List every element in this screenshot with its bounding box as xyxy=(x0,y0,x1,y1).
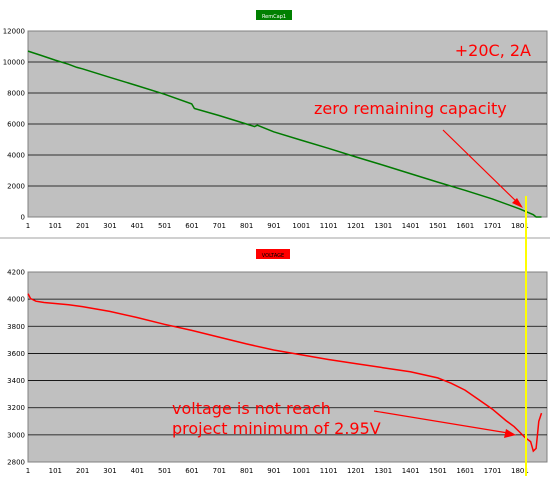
voltage-x-tick-label: 601 xyxy=(185,467,198,475)
capacity-y-ticks: 0 2000 4000 6000 8000 10000 12000 xyxy=(3,28,25,222)
voltage-x-tick-label: 1801 xyxy=(511,467,529,475)
voltage-annotation-line2: project minimum of 2.95V xyxy=(172,419,381,438)
voltage-x-tick-label: 1 xyxy=(26,467,30,475)
capacity-x-tick-label: 301 xyxy=(103,222,116,230)
capacity-x-tick-label: 1201 xyxy=(347,222,365,230)
voltage-x-tick-label: 101 xyxy=(49,467,62,475)
capacity-x-tick-label: 701 xyxy=(213,222,226,230)
capacity-x-tick-label: 1101 xyxy=(320,222,338,230)
voltage-y-ticks: 2800 3000 3200 3400 3600 3800 4000 4200 xyxy=(7,269,25,467)
capacity-x-tick-label: 1801 xyxy=(511,222,529,230)
voltage-x-tick-label: 1101 xyxy=(320,467,338,475)
voltage-x-tick-label: 1401 xyxy=(402,467,420,475)
voltage-gridlines xyxy=(28,298,547,436)
capacity-x-tick-label: 1501 xyxy=(429,222,447,230)
voltage-x-ticks: 1 101 201 301 401 501 601 701 801 901 1001 1101 1201… xyxy=(26,467,529,475)
voltage-x-tick-label: 1601 xyxy=(456,467,474,475)
capacity-y-tick-label: 2000 xyxy=(7,183,25,191)
capacity-x-tick-label: 1001 xyxy=(292,222,310,230)
capacity-x-tick-label: 501 xyxy=(158,222,171,230)
voltage-x-tick-label: 1301 xyxy=(374,467,392,475)
capacity-x-tick-label: 1 xyxy=(26,222,30,230)
capacity-x-ticks: 1 101 201 301 401 501 601 701 801 901 1001 1101 1201… xyxy=(26,222,529,230)
capacity-x-tick-label: 801 xyxy=(240,222,253,230)
capacity-y-tick-label: 0 xyxy=(21,214,25,222)
capacity-series-line xyxy=(27,50,542,218)
capacity-x-tick-label: 901 xyxy=(267,222,280,230)
voltage-y-tick-label: 3400 xyxy=(7,377,25,385)
voltage-legend-label: VOLTAGE xyxy=(262,253,284,259)
voltage-x-tick-label: 701 xyxy=(213,467,226,475)
voltage-arrowhead xyxy=(504,429,516,438)
voltage-x-tick-label: 1701 xyxy=(484,467,502,475)
voltage-legend-swatch xyxy=(256,249,290,259)
voltage-y-tick-label: 3800 xyxy=(7,323,25,331)
capacity-gridlines xyxy=(28,61,547,187)
capacity-y-tick-label: 8000 xyxy=(7,90,25,98)
capacity-x-tick-label: 401 xyxy=(131,222,144,230)
capacity-x-tick-label: 101 xyxy=(49,222,62,230)
zero-capacity-arrow xyxy=(442,129,521,206)
voltage-x-tick-label: 801 xyxy=(240,467,253,475)
voltage-x-tick-label: 401 xyxy=(131,467,144,475)
voltage-arrow xyxy=(373,410,509,434)
voltage-x-tick-label: 301 xyxy=(103,467,116,475)
voltage-x-tick-label: 501 xyxy=(158,467,171,475)
capacity-x-tick-label: 201 xyxy=(76,222,89,230)
capacity-x-tick-label: 601 xyxy=(185,222,198,230)
voltage-y-tick-label: 2800 xyxy=(7,459,25,467)
voltage-series-line xyxy=(27,293,543,453)
voltage-y-tick-label: 4200 xyxy=(7,269,25,277)
voltage-plot-area xyxy=(27,271,548,463)
voltage-y-tick-label: 3600 xyxy=(7,350,25,358)
capacity-y-tick-label: 6000 xyxy=(7,121,25,129)
voltage-x-tick-label: 1201 xyxy=(347,467,365,475)
capacity-legend-swatch xyxy=(256,10,292,20)
voltage-x-tick-label: 201 xyxy=(76,467,89,475)
capacity-legend-label: RemCap1 xyxy=(262,14,286,20)
capacity-x-tick-label: 1301 xyxy=(374,222,392,230)
capacity-x-tick-label: 1701 xyxy=(484,222,502,230)
zero-capacity-arrowhead xyxy=(512,198,523,208)
zero-capacity-annotation: zero remaining capacity xyxy=(314,99,507,118)
voltage-x-tick-label: 1501 xyxy=(429,467,447,475)
voltage-x-tick-label: 1001 xyxy=(292,467,310,475)
capacity-y-tick-label: 12000 xyxy=(3,28,25,36)
voltage-x-tick-label: 901 xyxy=(267,467,280,475)
voltage-y-tick-label: 3000 xyxy=(7,431,25,439)
capacity-y-tick-label: 4000 xyxy=(7,152,25,160)
capacity-x-tick-label: 1601 xyxy=(456,222,474,230)
capacity-x-tick-label: 1401 xyxy=(402,222,420,230)
voltage-y-tick-label: 4000 xyxy=(7,296,25,304)
test-condition-annotation: +20C, 2A xyxy=(455,41,531,60)
voltage-annotation-line1: voltage is not reach xyxy=(172,399,331,418)
voltage-y-tick-label: 3200 xyxy=(7,404,25,412)
capacity-y-tick-label: 10000 xyxy=(3,59,25,67)
